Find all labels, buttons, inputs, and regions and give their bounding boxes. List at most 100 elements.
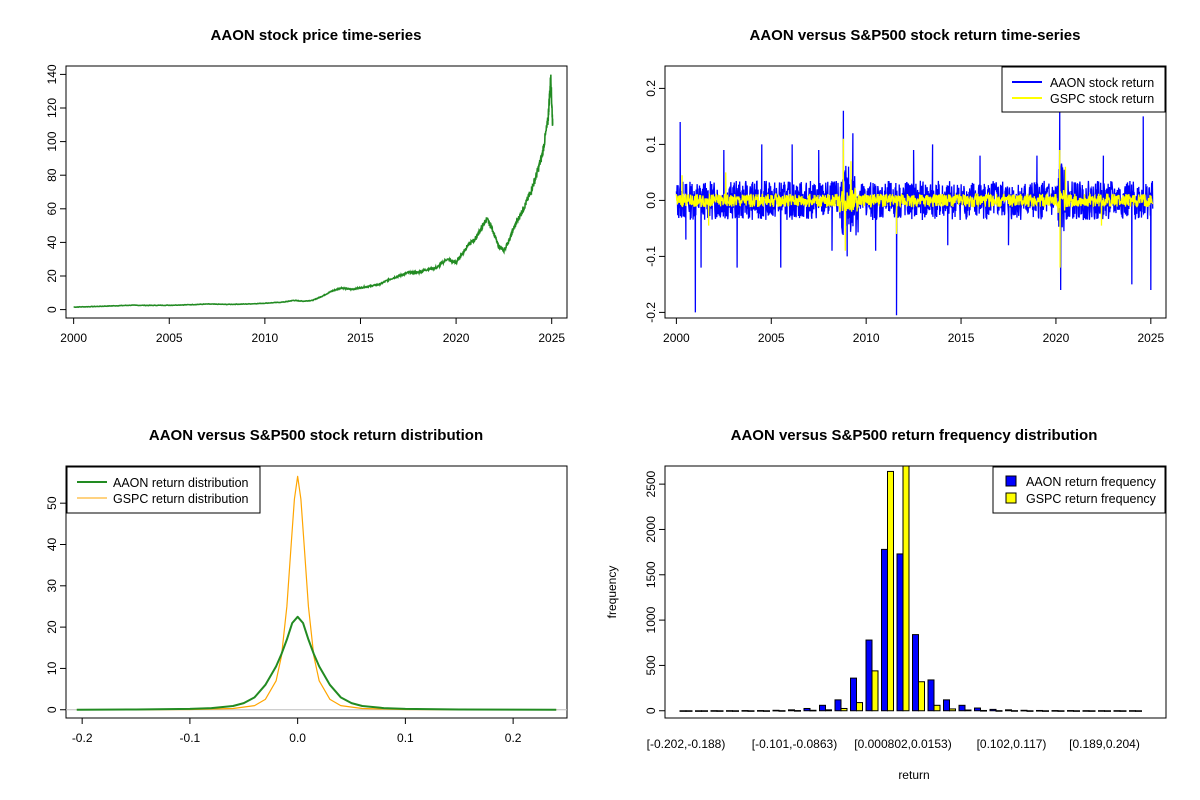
axes: 2000 2005 2010 2015 2020 2025 0 20 40 60 80 100 120 1… [45, 64, 565, 345]
legend-box [992, 466, 1166, 514]
legend-box [1001, 66, 1166, 113]
gspc-frequency-bar [747, 710, 755, 712]
gspc-frequency-bar [701, 710, 708, 712]
gspc-frequency-bar [809, 709, 817, 712]
aaon-frequency-bar [1051, 710, 1059, 712]
aaon-frequency-bar [757, 710, 764, 712]
aaon-frequency-bar [958, 704, 966, 712]
gspc-frequency-bar [1104, 710, 1111, 712]
y-tick-label: 80 [45, 168, 59, 182]
chart-title: AAON versus S&P500 stock return time-ser… [750, 27, 1081, 44]
legend-label: AAON stock return [1050, 76, 1154, 90]
aaon-frequency-bar [927, 679, 935, 712]
aaon-frequency-bar [819, 704, 826, 712]
gspc-frequency-bar [1119, 710, 1127, 712]
aaon-frequency-bar [943, 699, 950, 712]
aaon-frequency-bar [850, 677, 857, 712]
y-axis-label: frequency [605, 566, 619, 619]
gspc-frequency-bar [856, 702, 863, 712]
panel-frequency-histogram: AAON versus S&P500 return frequency dist… [605, 427, 1167, 782]
legend-label: AAON return distribution [113, 476, 249, 490]
y-tick-label: 0 [45, 706, 59, 713]
y-tick-label: 10 [45, 661, 59, 675]
aaon-frequency-bar [710, 710, 718, 712]
aaon-frequency-bar [679, 710, 687, 712]
y-tick-label: 30 [45, 579, 59, 593]
y-tick-label: 500 [644, 655, 658, 675]
aaon-frequency-bar [1067, 710, 1074, 712]
plot-frame [65, 65, 568, 319]
gspc-frequency-bar [794, 710, 801, 712]
panel-return-distribution: AAON versus S&P500 stock return distribu… [45, 427, 568, 745]
axes: 0 500 1000 1500 2000 2500 [-0.202,-0.188) [-0.1… [644, 470, 1140, 751]
axes: 2000 2005 2010 2015 2020 2025 -0.2 -0.1 0.0 0.1 0.… [644, 80, 1164, 345]
gspc-frequency-bar [1011, 710, 1018, 712]
aaon-frequency-bar [1020, 709, 1028, 712]
legend: AAON return frequency GSPC return freque… [992, 466, 1166, 514]
gspc-frequency-bar [933, 704, 941, 712]
x-tick-label: [-0.101,-0.0863) [752, 737, 837, 751]
gspc-frequency-bar [964, 709, 972, 712]
gspc-frequency-bar [732, 710, 739, 712]
y-tick-label: 0.0 [644, 192, 658, 209]
gspc-frequency-bar [763, 710, 770, 712]
aaon-frequency-bar [726, 710, 733, 712]
x-tick-label: 2020 [443, 331, 470, 345]
y-tick-label: 2000 [644, 516, 658, 543]
gspc-frequency-bar [1135, 710, 1142, 712]
aaon-frequency-bar [834, 699, 842, 712]
gspc-frequency-bar [685, 710, 693, 712]
x-tick-label: 2005 [758, 331, 785, 345]
x-tick-label: 2015 [948, 331, 975, 345]
aaon-frequency-bar [1036, 709, 1043, 712]
legend-label: GSPC return distribution [113, 492, 249, 506]
gspc-return-line [675, 138, 1154, 268]
legend-label: GSPC return frequency [1026, 492, 1157, 506]
x-tick-label: [0.102,0.117) [977, 737, 1047, 751]
gspc-frequency-bar [902, 466, 910, 712]
aaon-frequency-bar [865, 639, 873, 712]
aaon-frequency-bar [1098, 710, 1105, 712]
y-tick-label: 20 [45, 620, 59, 634]
gspc-frequency-bar [1026, 710, 1034, 712]
gspc-frequency-bar [1042, 710, 1049, 712]
x-tick-label: -0.2 [72, 731, 93, 745]
price-line [73, 74, 554, 309]
x-tick-label: 2020 [1043, 331, 1070, 345]
plot-area [679, 466, 1142, 712]
bar-group [679, 466, 1142, 712]
aaon-frequency-bar [695, 710, 702, 712]
x-axis-label: return [898, 768, 929, 782]
gspc-frequency-bar [887, 470, 894, 712]
gspc-frequency-bar [949, 708, 956, 712]
x-tick-label: 2000 [663, 331, 690, 345]
y-tick-label: 1500 [644, 561, 658, 588]
x-tick-label: 2000 [60, 331, 87, 345]
y-tick-label: 0.2 [644, 80, 658, 97]
x-tick-label: 2010 [252, 331, 279, 345]
x-tick-label: 2025 [538, 331, 565, 345]
aaon-frequency-bar [1113, 710, 1121, 712]
aaon-frequency-bar [912, 634, 919, 712]
legend-swatch-gspc [1005, 492, 1017, 504]
gspc-frequency-bar [778, 710, 786, 712]
y-tick-label: 140 [45, 64, 59, 84]
y-tick-label: 0 [45, 306, 59, 313]
y-tick-label: 1000 [644, 606, 658, 633]
gspc-frequency-bar [871, 670, 879, 712]
x-tick-label: 2010 [853, 331, 880, 345]
y-tick-label: 120 [45, 98, 59, 118]
aaon-frequency-bar [896, 553, 904, 712]
x-tick-label: 0.0 [289, 731, 306, 745]
legend-label: GSPC stock return [1050, 92, 1154, 106]
axes: -0.2 -0.1 0.0 0.1 0.2 0 10 20 30 40 50 [45, 496, 522, 745]
gspc-frequency-bar [716, 710, 724, 712]
aaon-frequency-bar [1129, 710, 1136, 712]
y-tick-label: 40 [45, 537, 59, 551]
y-tick-label: 2500 [644, 470, 658, 497]
aaon-frequency-bar [1005, 709, 1012, 712]
plot-area [73, 74, 554, 309]
aaon-frequency-bar [772, 709, 780, 712]
x-tick-label: 2005 [156, 331, 183, 345]
